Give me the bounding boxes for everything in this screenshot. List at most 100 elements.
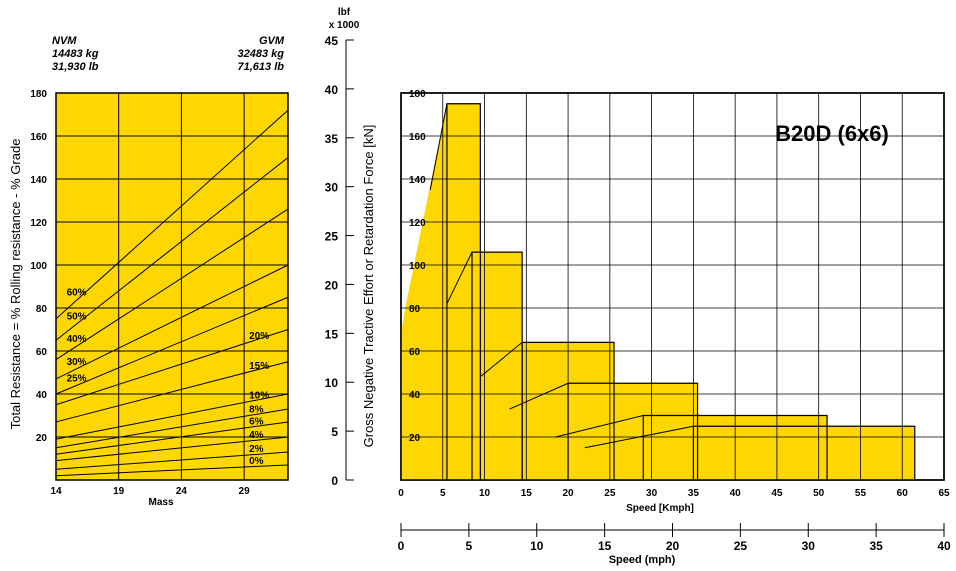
grade-label: 25% bbox=[67, 374, 87, 385]
left-x-axis-label: Mass bbox=[148, 497, 173, 508]
grade-label: 10% bbox=[249, 391, 269, 402]
y-tick-label: 180 bbox=[30, 89, 47, 100]
x-tick-label: 14 bbox=[50, 486, 62, 497]
y-tick-label: 20 bbox=[36, 433, 48, 444]
grade-label: 0% bbox=[249, 456, 264, 467]
y-tick-label: 20 bbox=[409, 433, 421, 444]
x-tick-label: 65 bbox=[938, 488, 950, 499]
y-tick-label: 140 bbox=[30, 175, 47, 186]
x-tick-label: 40 bbox=[730, 488, 742, 499]
grade-label: 20% bbox=[249, 331, 269, 342]
lbf-tick-label: 15 bbox=[325, 327, 339, 341]
ramp-line bbox=[509, 382, 569, 410]
ramp-line bbox=[555, 415, 644, 438]
mph-tick-label: 15 bbox=[598, 539, 612, 553]
x-tick-label: 0 bbox=[398, 488, 404, 499]
lbf-tick-label: 10 bbox=[325, 376, 339, 390]
x-tick-label: 25 bbox=[604, 488, 616, 499]
x-tick-label: 50 bbox=[813, 488, 825, 499]
gear-outline bbox=[642, 414, 828, 480]
y-tick-label: 60 bbox=[36, 347, 48, 358]
kmph-axis-label: Speed [Kmph] bbox=[626, 503, 694, 514]
gear-outline bbox=[692, 425, 916, 480]
gear-outline bbox=[521, 341, 615, 480]
grade-label: 40% bbox=[67, 334, 87, 345]
grade-label: 6% bbox=[249, 416, 264, 427]
x-tick-label: 55 bbox=[855, 488, 867, 499]
ramp-line bbox=[584, 425, 694, 449]
gvm-title: GVM bbox=[259, 35, 285, 47]
lbf-multiplier: x 1000 bbox=[329, 20, 360, 31]
nvm-kg: 14483 kg bbox=[52, 48, 99, 60]
lbf-tick-label: 40 bbox=[325, 83, 339, 97]
lbf-tick-label: 0 bbox=[331, 474, 338, 488]
lbf-tick-label: 25 bbox=[325, 230, 339, 244]
left-header: NVM 14483 kg 31,930 lb GVM 32483 kg 71,6… bbox=[52, 35, 285, 73]
grade-line bbox=[55, 464, 289, 477]
y-tick-label: 180 bbox=[409, 89, 426, 100]
y-tick-label: 80 bbox=[409, 304, 421, 315]
grade-line bbox=[55, 361, 289, 423]
grade-line bbox=[55, 296, 289, 395]
grade-line bbox=[55, 109, 289, 320]
left-y-axis-label: Total Resistance = % Rolling resistance … bbox=[8, 139, 23, 430]
mph-tick-label: 10 bbox=[530, 539, 544, 553]
grade-line bbox=[55, 329, 289, 406]
mph-tick-label: 5 bbox=[466, 539, 473, 553]
grade-label: 4% bbox=[249, 430, 264, 441]
y-tick-label: 100 bbox=[30, 261, 47, 272]
grade-label: 8% bbox=[249, 405, 264, 416]
gear-fill bbox=[472, 252, 523, 480]
grade-line bbox=[55, 157, 289, 341]
mph-tick-label: 30 bbox=[802, 539, 816, 553]
lbf-tick-label: 45 bbox=[325, 34, 339, 48]
y-tick-label: 100 bbox=[409, 261, 426, 272]
y-tick-label: 60 bbox=[409, 347, 421, 358]
ramp-line bbox=[446, 251, 473, 304]
ramp-line bbox=[480, 342, 523, 378]
ramp-fill bbox=[401, 103, 447, 480]
gear-fill bbox=[693, 426, 915, 480]
lbf-tick-label: 35 bbox=[325, 132, 339, 146]
y-tick-label: 120 bbox=[30, 218, 47, 229]
right-unit-label: lbf x 1000 bbox=[329, 7, 360, 31]
y-tick-label: 160 bbox=[409, 132, 426, 143]
grade-line bbox=[55, 393, 289, 440]
y-tick-label: 160 bbox=[30, 132, 47, 143]
grade-label: 15% bbox=[249, 361, 269, 372]
lbf-tick-label: 20 bbox=[325, 278, 339, 292]
grade-line bbox=[55, 436, 289, 462]
grade-label: 30% bbox=[67, 357, 87, 368]
mph-tick-label: 25 bbox=[734, 539, 748, 553]
mph-axis: 0 5 10 15 20 25 30 35 40 bbox=[398, 523, 951, 553]
lbf-unit: lbf bbox=[338, 7, 351, 18]
lbf-axis: 0 5 10 15 20 25 30 35 40 45 bbox=[325, 34, 354, 488]
x-tick-label: 24 bbox=[176, 486, 188, 497]
x-tick-label: 29 bbox=[239, 486, 251, 497]
gvm-kg: 32483 kg bbox=[238, 48, 285, 60]
y-tick-label: 40 bbox=[36, 390, 48, 401]
x-tick-label: 60 bbox=[897, 488, 909, 499]
grade-label: 60% bbox=[67, 287, 87, 298]
x-tick-label: 45 bbox=[771, 488, 783, 499]
mph-tick-label: 40 bbox=[937, 539, 951, 553]
y-tick-label: 120 bbox=[409, 218, 426, 229]
grade-label: 50% bbox=[67, 311, 87, 322]
ramp-line bbox=[429, 103, 448, 190]
grade-line bbox=[55, 408, 289, 449]
y-tick-label: 140 bbox=[409, 175, 426, 186]
model-title: B20D (6x6) bbox=[775, 121, 889, 146]
mph-tick-label: 20 bbox=[666, 539, 680, 553]
grade-line bbox=[55, 451, 289, 470]
x-tick-label: 15 bbox=[521, 488, 533, 499]
nvm-title: NVM bbox=[52, 35, 77, 47]
lbf-tick-label: 30 bbox=[325, 181, 339, 195]
x-tick-label: 10 bbox=[479, 488, 491, 499]
nvm-lb: 31,930 lb bbox=[52, 61, 99, 73]
right-y-axis-label: Gross Negative Tractive Effort or Retard… bbox=[361, 125, 376, 448]
x-tick-label: 19 bbox=[113, 486, 125, 497]
y-tick-label: 80 bbox=[36, 304, 48, 315]
y-tick-label: 40 bbox=[409, 390, 421, 401]
mph-axis-label: Speed (mph) bbox=[609, 554, 676, 566]
